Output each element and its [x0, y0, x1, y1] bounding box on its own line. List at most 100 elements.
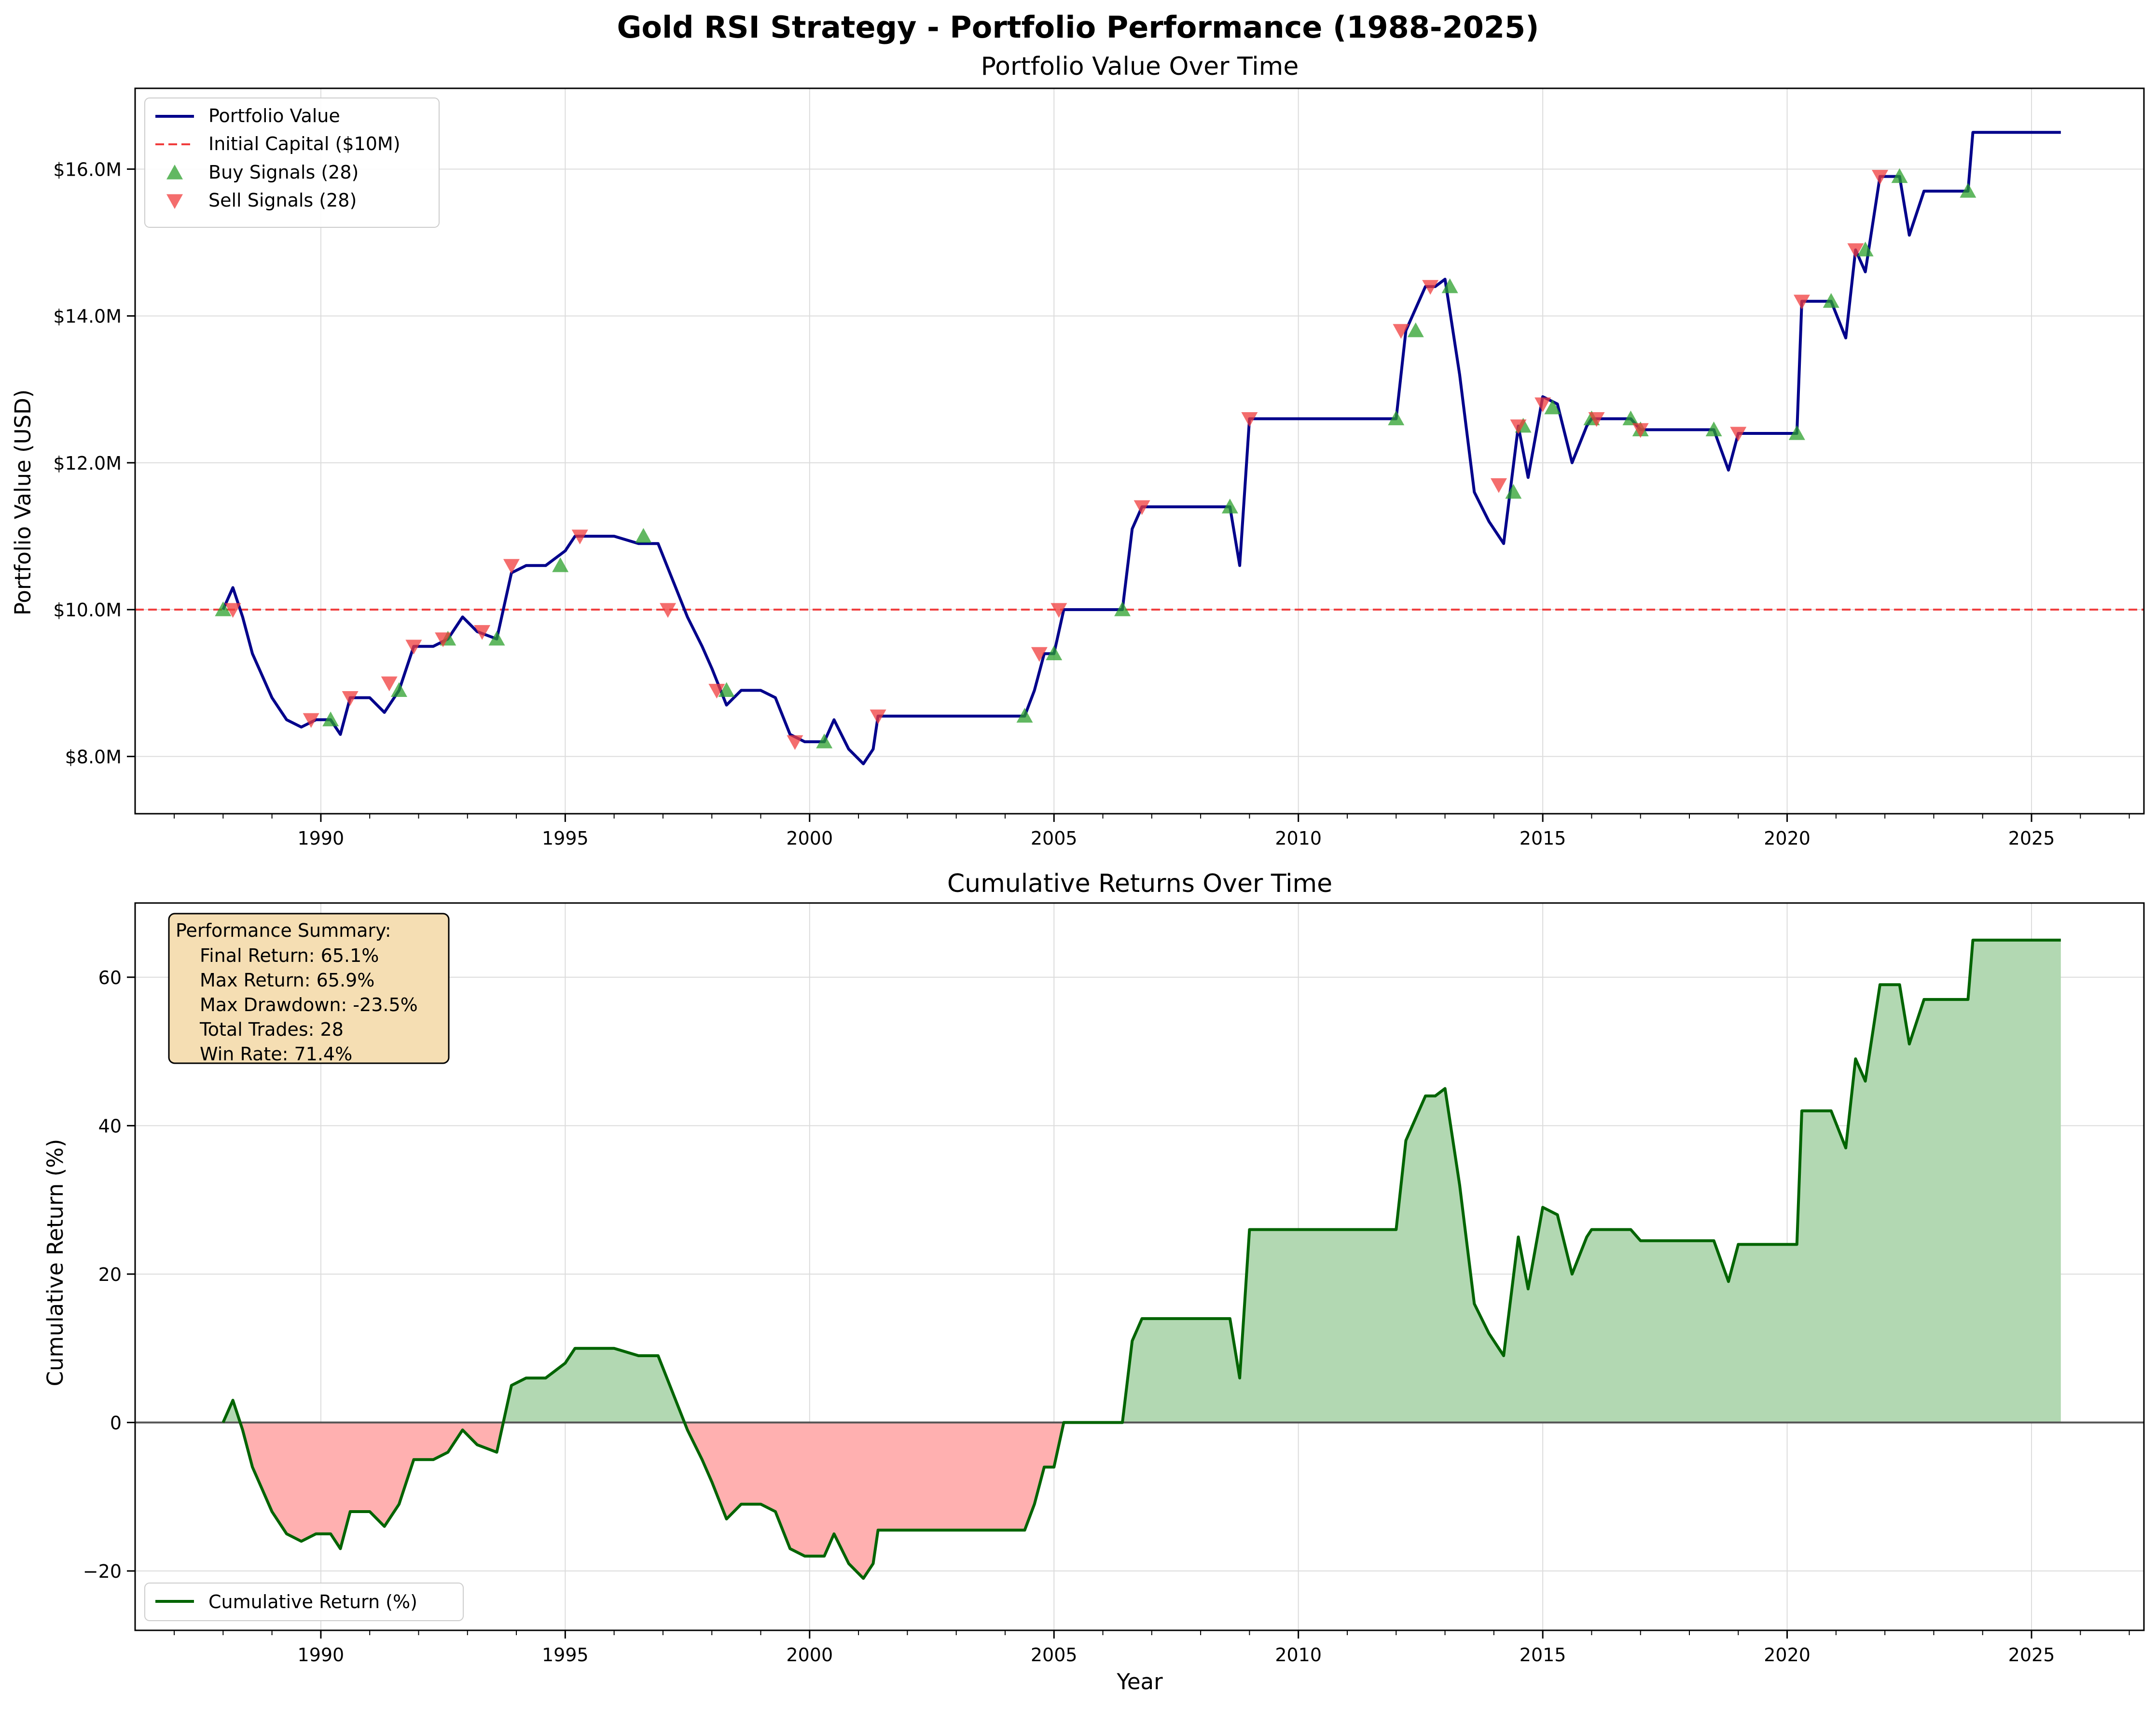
buy-signal-marker	[1046, 645, 1063, 660]
signal-markers	[215, 168, 1976, 750]
legend-box	[144, 97, 440, 228]
buy-signal-marker	[1505, 484, 1522, 499]
sell-signal-marker	[1632, 423, 1649, 438]
x-tick-label: 2005	[1031, 1644, 1078, 1666]
sell-signal-marker	[474, 625, 491, 640]
buy-signal-marker	[552, 557, 569, 572]
sell-signal-marker	[1872, 169, 1889, 185]
summary-line: Win Rate: 71.4%	[200, 1043, 352, 1065]
legend-sell-swatch	[166, 194, 183, 209]
legend-buy-label: Buy Signals (28)	[208, 162, 359, 183]
sell-signal-marker	[708, 683, 725, 699]
cumulative-return-line	[221, 938, 2061, 1580]
legend-portfolio-label: Portfolio Value	[208, 105, 340, 126]
x-tick-label: 2025	[2008, 828, 2055, 849]
sell-signal-marker	[1588, 412, 1605, 427]
sell-signal-marker	[1050, 603, 1067, 618]
buy-signal-marker	[1891, 168, 1908, 183]
summary-box-background	[168, 913, 450, 1064]
x-tick-label: 2010	[1275, 1644, 1322, 1666]
sell-signal-marker	[381, 676, 398, 692]
buy-signal-marker	[1016, 708, 1033, 723]
sell-signal-marker	[1793, 294, 1810, 310]
portfolio-grid	[135, 88, 2144, 814]
buy-signal-marker	[322, 711, 339, 726]
portfolio-value-line	[221, 131, 2061, 765]
y-tick-label: 0	[110, 1412, 122, 1433]
y-tick-label: $8.0M	[65, 746, 122, 767]
y-tick-label: 60	[98, 967, 122, 988]
buy-signal-marker	[1441, 278, 1458, 293]
returns-fills	[223, 940, 2061, 1579]
summary-line: Total Trades: 28	[199, 1019, 344, 1040]
performance-summary-box: Performance Summary: Final Return: 65.1% M…	[168, 913, 450, 1065]
sell-signal-marker	[787, 735, 803, 750]
returns-y-ticks: −20 0 20 40 60	[83, 967, 135, 1582]
returns-x-axis-label: Year	[1116, 1669, 1163, 1695]
buy-signal-marker	[1788, 425, 1805, 440]
summary-line: Max Return: 65.9%	[200, 970, 374, 991]
buy-signal-marker	[1407, 322, 1424, 337]
buy-signal-marker	[215, 601, 232, 616]
sell-signal-marker	[1534, 397, 1551, 413]
buy-signal-marker	[1388, 410, 1405, 426]
sell-signal-marker	[1422, 280, 1439, 295]
returns-chart-title: Cumulative Returns Over Time	[947, 869, 1332, 898]
buy-signal-marker	[390, 682, 407, 697]
buy-signal-marker	[718, 682, 735, 697]
portfolio-legend: Portfolio Value Initial Capital ($10M) Buy…	[144, 97, 440, 228]
sell-signal-marker	[1490, 478, 1507, 493]
x-tick-label: 2015	[1520, 828, 1566, 849]
sell-signal-marker	[405, 639, 422, 655]
x-tick-label: 2020	[1764, 828, 1810, 849]
x-tick-label: 2010	[1275, 828, 1322, 849]
sell-signal-marker	[342, 691, 359, 706]
buy-signal-marker	[1544, 399, 1561, 415]
returns-x-ticks: 1990 1995 2000 2005 2010 2015 2020 2025	[174, 1630, 2130, 1666]
buy-signal-marker	[635, 528, 652, 543]
sell-signal-marker	[1133, 500, 1150, 515]
buy-signal-marker	[488, 630, 505, 646]
x-tick-label: 2015	[1520, 1644, 1566, 1666]
sell-signal-marker	[571, 529, 588, 544]
sell-signal-marker	[303, 713, 319, 728]
y-tick-label: $16.0M	[53, 159, 122, 180]
figure-suptitle: Gold RSI Strategy - Portfolio Performanc…	[617, 10, 1539, 45]
sell-signal-marker	[435, 632, 452, 647]
buy-signal-marker	[1622, 410, 1639, 426]
sell-signal-marker	[870, 709, 886, 724]
summary-line: Final Return: 65.1%	[200, 945, 379, 966]
x-tick-label: 1990	[298, 828, 345, 849]
buy-signal-marker	[1221, 499, 1238, 514]
x-tick-label: 1995	[542, 1644, 589, 1666]
portfolio-value-chart: Portfolio Value Over Time Portfolio Valu…	[10, 52, 2145, 849]
sell-signal-marker	[1510, 419, 1527, 434]
buy-signal-marker	[1114, 601, 1131, 616]
y-tick-label: 20	[98, 1264, 122, 1285]
sell-signal-marker	[1031, 647, 1048, 662]
summary-heading: Performance Summary:	[176, 920, 391, 941]
y-tick-label: $10.0M	[53, 599, 122, 621]
returns-legend: Cumulative Return (%)	[144, 1583, 464, 1621]
positive-return-fill	[223, 940, 2061, 1423]
y-tick-label: $12.0M	[53, 453, 122, 474]
buy-signal-marker	[1823, 293, 1839, 308]
buy-signal-marker	[1857, 241, 1874, 257]
returns-y-axis-label: Cumulative Return (%)	[42, 1139, 68, 1387]
portfolio-y-ticks: $8.0M $10.0M $12.0M $14.0M $16.0M	[53, 159, 135, 767]
legend-initial-capital-label: Initial Capital ($10M)	[208, 133, 401, 154]
legend-box	[144, 1583, 464, 1621]
y-tick-label: $14.0M	[53, 306, 122, 327]
legend-buy-swatch	[166, 165, 183, 180]
x-tick-label: 2000	[786, 828, 833, 849]
negative-return-fill	[223, 1422, 2061, 1579]
y-tick-label: 40	[98, 1115, 122, 1137]
sell-signal-marker	[503, 559, 520, 574]
x-tick-label: 2005	[1031, 828, 1078, 849]
sell-signal-marker	[1730, 427, 1747, 442]
sell-signal-marker	[1847, 243, 1864, 258]
portfolio-plot-frame	[134, 87, 2145, 815]
sell-signal-marker	[660, 603, 677, 618]
y-tick-label: −20	[83, 1561, 122, 1582]
